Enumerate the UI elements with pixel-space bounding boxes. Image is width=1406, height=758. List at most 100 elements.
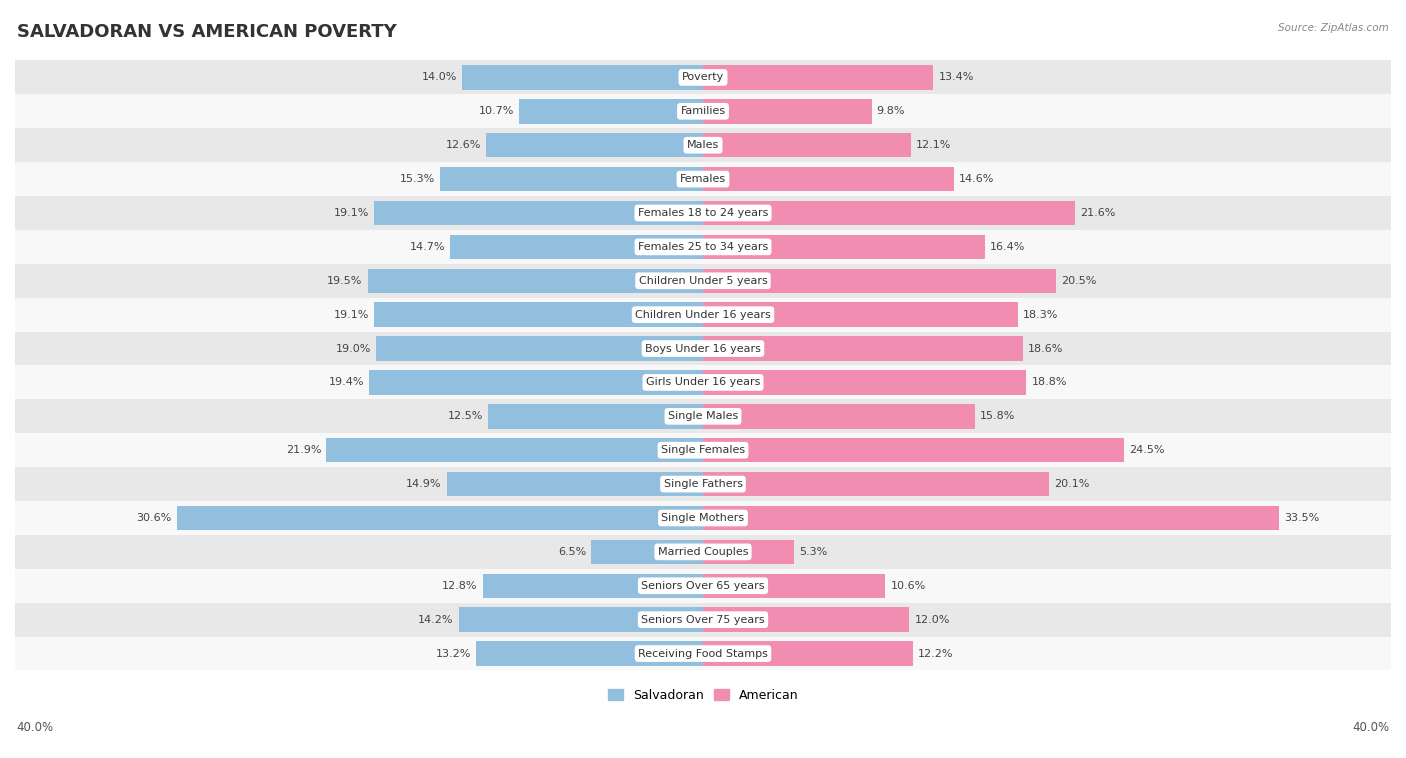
Bar — [482, 574, 703, 598]
Text: Receiving Food Stamps: Receiving Food Stamps — [638, 649, 768, 659]
Bar — [326, 438, 703, 462]
Legend: Salvadoran, American: Salvadoran, American — [603, 684, 803, 707]
Bar — [519, 99, 703, 124]
Bar — [703, 235, 986, 259]
Bar — [367, 268, 703, 293]
Bar — [703, 404, 974, 428]
Bar — [463, 65, 703, 89]
Text: Males: Males — [688, 140, 718, 150]
Text: 12.5%: 12.5% — [447, 412, 482, 421]
Text: Seniors Over 75 years: Seniors Over 75 years — [641, 615, 765, 625]
Text: 14.9%: 14.9% — [406, 479, 441, 489]
Text: 12.2%: 12.2% — [918, 649, 953, 659]
Bar — [15, 162, 1391, 196]
Text: 12.0%: 12.0% — [914, 615, 950, 625]
Text: 5.3%: 5.3% — [800, 547, 828, 557]
Text: 19.0%: 19.0% — [336, 343, 371, 353]
Text: 10.7%: 10.7% — [478, 106, 513, 116]
Bar — [15, 298, 1391, 331]
Bar — [458, 607, 703, 632]
Bar — [377, 337, 703, 361]
Bar — [703, 641, 912, 666]
Text: Families: Families — [681, 106, 725, 116]
Bar — [703, 133, 911, 158]
Text: 20.5%: 20.5% — [1060, 276, 1097, 286]
Text: 19.1%: 19.1% — [335, 310, 370, 320]
Text: 14.0%: 14.0% — [422, 73, 457, 83]
Bar — [703, 302, 1018, 327]
Text: 12.8%: 12.8% — [441, 581, 478, 590]
Bar — [374, 201, 703, 225]
Text: 33.5%: 33.5% — [1284, 513, 1320, 523]
Text: 15.3%: 15.3% — [399, 174, 434, 184]
Text: SALVADORAN VS AMERICAN POVERTY: SALVADORAN VS AMERICAN POVERTY — [17, 23, 396, 41]
Text: 40.0%: 40.0% — [1353, 721, 1389, 734]
Text: 24.5%: 24.5% — [1129, 445, 1166, 456]
Bar — [486, 133, 703, 158]
Bar — [15, 399, 1391, 434]
Text: Source: ZipAtlas.com: Source: ZipAtlas.com — [1278, 23, 1389, 33]
Text: 12.1%: 12.1% — [917, 140, 952, 150]
Bar — [703, 268, 1056, 293]
Text: 6.5%: 6.5% — [558, 547, 586, 557]
Bar — [15, 501, 1391, 535]
Text: Females: Females — [681, 174, 725, 184]
Bar — [15, 61, 1391, 94]
Bar — [15, 467, 1391, 501]
Bar — [15, 568, 1391, 603]
Bar — [703, 472, 1049, 496]
Text: 19.5%: 19.5% — [328, 276, 363, 286]
Bar — [15, 94, 1391, 128]
Bar — [488, 404, 703, 428]
Bar — [15, 365, 1391, 399]
Text: Females 25 to 34 years: Females 25 to 34 years — [638, 242, 768, 252]
Bar — [591, 540, 703, 564]
Bar — [477, 641, 703, 666]
Text: Seniors Over 65 years: Seniors Over 65 years — [641, 581, 765, 590]
Text: 9.8%: 9.8% — [877, 106, 905, 116]
Bar — [703, 574, 886, 598]
Text: 21.9%: 21.9% — [285, 445, 321, 456]
Text: Girls Under 16 years: Girls Under 16 years — [645, 377, 761, 387]
Text: Married Couples: Married Couples — [658, 547, 748, 557]
Text: 13.2%: 13.2% — [436, 649, 471, 659]
Text: Single Males: Single Males — [668, 412, 738, 421]
Bar — [15, 264, 1391, 298]
Text: 13.4%: 13.4% — [939, 73, 974, 83]
Bar — [703, 167, 955, 191]
Text: 15.8%: 15.8% — [980, 412, 1015, 421]
Bar — [703, 65, 934, 89]
Bar — [374, 302, 703, 327]
Bar — [703, 607, 910, 632]
Bar — [15, 230, 1391, 264]
Bar — [447, 472, 703, 496]
Bar — [15, 603, 1391, 637]
Text: 20.1%: 20.1% — [1054, 479, 1090, 489]
Text: 18.6%: 18.6% — [1028, 343, 1063, 353]
Text: Single Fathers: Single Fathers — [664, 479, 742, 489]
Bar — [177, 506, 703, 530]
Text: Boys Under 16 years: Boys Under 16 years — [645, 343, 761, 353]
Bar — [703, 370, 1026, 395]
Bar — [15, 128, 1391, 162]
Text: 40.0%: 40.0% — [17, 721, 53, 734]
Text: Children Under 16 years: Children Under 16 years — [636, 310, 770, 320]
Text: 18.8%: 18.8% — [1032, 377, 1067, 387]
Bar — [15, 196, 1391, 230]
Bar — [15, 434, 1391, 467]
Text: Single Females: Single Females — [661, 445, 745, 456]
Bar — [450, 235, 703, 259]
Text: 18.3%: 18.3% — [1024, 310, 1059, 320]
Text: 16.4%: 16.4% — [990, 242, 1025, 252]
Text: 19.4%: 19.4% — [329, 377, 364, 387]
Bar — [703, 99, 872, 124]
Bar — [703, 201, 1074, 225]
Text: Females 18 to 24 years: Females 18 to 24 years — [638, 208, 768, 218]
Bar — [703, 337, 1024, 361]
Text: 14.6%: 14.6% — [959, 174, 994, 184]
Text: Single Mothers: Single Mothers — [661, 513, 745, 523]
Bar — [15, 535, 1391, 568]
Text: 10.6%: 10.6% — [890, 581, 925, 590]
Text: 19.1%: 19.1% — [335, 208, 370, 218]
Bar — [15, 637, 1391, 671]
